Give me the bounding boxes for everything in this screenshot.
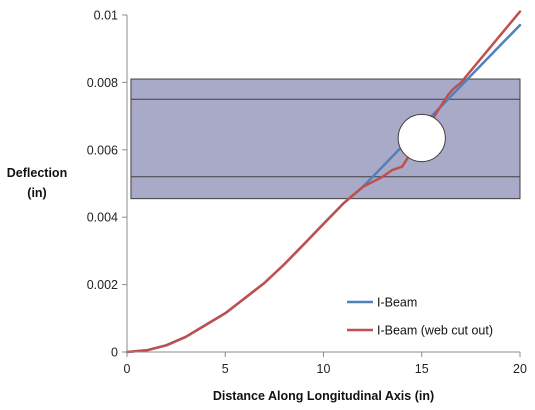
y-tick-label: 0.008 — [87, 76, 118, 90]
x-tick-label: 10 — [317, 362, 331, 376]
y-axis-title-line-1: Deflection — [7, 166, 67, 180]
series-layer — [125, 10, 522, 354]
ticks-layer: 0 5 10 15 20 0 0.002 0.004 0.006 0.008 0.01 — [87, 9, 527, 377]
legend: I-Beam I-Beam (web cut out) — [347, 296, 493, 338]
y-axis-title-line-2: (in) — [27, 186, 46, 200]
x-tick-label: 0 — [124, 362, 131, 376]
legend-label-1: I-Beam — [377, 296, 417, 310]
y-tick-label: 0.002 — [87, 278, 118, 292]
y-tick-label: 0.006 — [87, 143, 118, 157]
x-tick-label: 20 — [513, 362, 527, 376]
y-tick-label: 0.004 — [87, 211, 118, 225]
x-axis-title: Distance Along Longitudinal Axis (in) — [213, 389, 434, 403]
flange-band — [130, 78, 521, 200]
web-hole — [397, 113, 446, 163]
y-tick-label: 0 — [111, 346, 118, 360]
y-tick-label: 0.01 — [94, 9, 118, 23]
x-tick-label: 15 — [415, 362, 429, 376]
legend-label-2: I-Beam (web cut out) — [377, 324, 493, 338]
x-tick-label: 5 — [222, 362, 229, 376]
series-line-2 — [125, 10, 522, 354]
beam-cross-section-overlay — [130, 78, 521, 200]
